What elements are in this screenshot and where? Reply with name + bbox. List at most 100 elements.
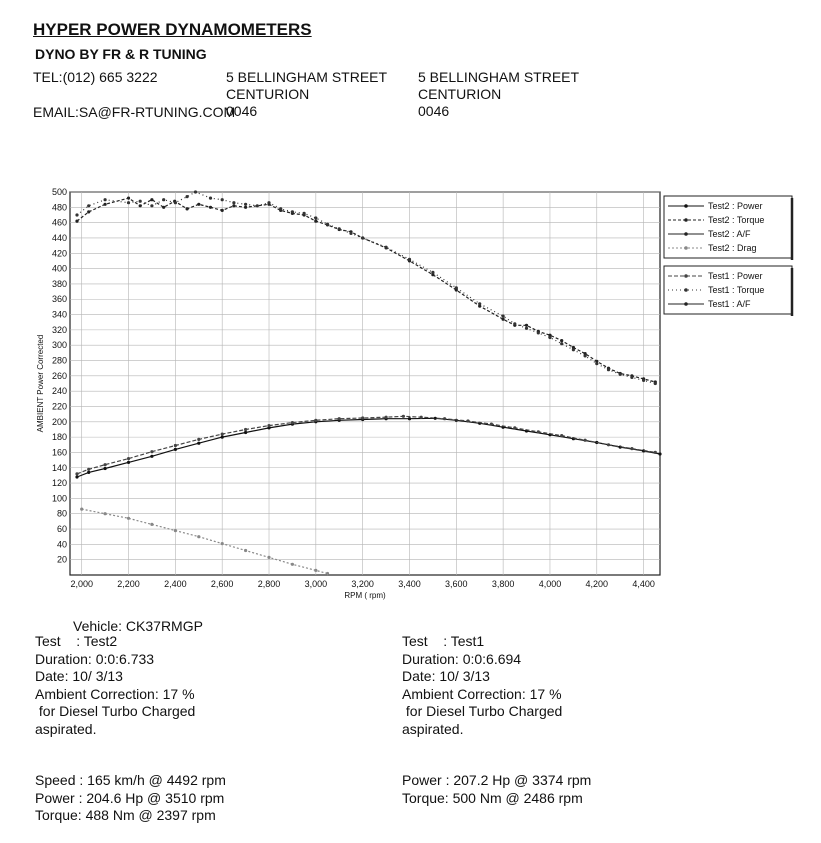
address-1-city: CENTURION <box>226 86 310 102</box>
legend-entry: Test2 : Drag <box>708 243 757 253</box>
y-axis-label: AMBIENT Power Corrected <box>36 335 45 433</box>
data-point-test2-power <box>87 470 91 474</box>
data-point-test1-torque <box>103 198 107 202</box>
test2-name: Test : Test2 <box>35 633 118 649</box>
data-point-test2-torque <box>232 204 236 208</box>
data-point-test2-torque <box>431 273 435 277</box>
data-point-test1-torque <box>501 314 505 318</box>
data-point-test1-torque <box>349 231 353 235</box>
y-tick-label: 120 <box>52 478 67 488</box>
y-tick-label: 380 <box>52 279 67 289</box>
data-point-test1-torque <box>138 199 142 203</box>
legend-marker <box>684 232 688 236</box>
x-tick-label: 2,000 <box>70 579 93 589</box>
test1-details: Test : Test1 Duration: 0:0:6.694 Date: 1… <box>402 633 562 738</box>
data-point-test1-torque <box>314 216 318 220</box>
legend-entry: Test1 : Torque <box>708 285 764 295</box>
dyno-chart: 20 40 60 80 100 120 140 160 180 200 220 240 260 280 30… <box>36 187 794 600</box>
data-point-test1-torque <box>302 211 306 215</box>
test1-summary: Power : 207.2 Hp @ 3374 rpm Torque: 500 … <box>402 772 591 807</box>
legend-marker <box>684 246 688 250</box>
data-point-test1-power <box>606 443 611 447</box>
data-point-test1-torque <box>255 204 259 208</box>
test2-speed: Speed : 165 km/h @ 4492 rpm <box>35 772 226 788</box>
x-tick-label: 4,000 <box>539 579 562 589</box>
data-point-test2-torque <box>548 333 552 337</box>
data-point-test1-power <box>513 426 517 430</box>
test1-torque: Torque: 500 Nm @ 2486 rpm <box>402 789 583 806</box>
legend-marker <box>684 302 688 306</box>
data-point-test1-torque <box>75 213 79 217</box>
data-point-test2-drag <box>126 516 131 520</box>
data-point-test1-torque <box>548 335 552 340</box>
x-tick-label: 3,200 <box>351 579 374 589</box>
address-block-1: 5 BELLINGHAM STREET CENTURION 0046 <box>226 69 387 120</box>
series-line-test2-drag <box>81 508 328 575</box>
data-point-test1-power <box>536 430 540 434</box>
y-tick-label: 480 <box>52 202 67 212</box>
x-tick-label: 4,400 <box>632 579 655 589</box>
data-point-test1-torque <box>431 270 435 274</box>
data-point-test2-torque <box>150 198 154 202</box>
y-tick-label: 140 <box>52 463 67 473</box>
legend-entry: Test2 : Torque <box>708 215 764 225</box>
data-point-test1-torque <box>232 201 236 205</box>
data-point-test1-power <box>466 419 470 423</box>
data-point-test2-torque <box>583 352 587 356</box>
data-point-test2-power <box>407 417 412 421</box>
data-point-test1-torque <box>87 204 91 208</box>
address-2-code: 0046 <box>418 103 450 119</box>
data-point-test1-power <box>419 415 423 419</box>
data-point-test2-drag <box>267 555 271 559</box>
address-1-code: 0046 <box>226 103 258 119</box>
data-point-test2-torque <box>87 210 91 214</box>
data-point-test2-power <box>244 430 248 435</box>
data-point-test1-power <box>220 432 224 436</box>
legend-entry: Test1 : Power <box>708 271 763 281</box>
test2-ambient: Ambient Correction: 17 % <box>35 685 195 702</box>
data-point-test1-power <box>173 443 177 448</box>
data-point-test1-torque <box>560 342 564 346</box>
report-subtitle: DYNO BY FR & R TUNING <box>35 46 207 62</box>
series-line-test1-power <box>76 415 656 475</box>
data-point-test1-power <box>401 414 405 418</box>
test1-aspirated: aspirated. <box>402 720 464 737</box>
y-tick-label: 460 <box>52 218 67 228</box>
data-point-test1-power <box>337 417 341 421</box>
data-point-test1-torque <box>208 196 213 200</box>
data-point-test2-drag <box>80 507 84 511</box>
data-point-test2-torque <box>185 207 189 211</box>
data-point-test2-drag <box>150 522 154 526</box>
y-tick-label: 160 <box>52 447 67 457</box>
test1-date: Date: 10/ 3/13 <box>402 668 490 684</box>
y-tick-label: 80 <box>57 509 67 519</box>
legend-marker <box>684 204 688 208</box>
test1-ambient: Ambient Correction: 17 % <box>402 685 562 702</box>
x-tick-label: 3,000 <box>305 579 328 589</box>
data-point-test1-torque <box>244 202 248 206</box>
data-point-test2-torque <box>501 317 505 321</box>
test2-power: Power : 204.6 Hp @ 3510 rpm <box>35 789 225 806</box>
test2-diesel: for Diesel Turbo Charged <box>35 703 196 719</box>
data-point-test1-power <box>75 472 79 476</box>
x-tick-label: 4,200 <box>586 579 609 589</box>
legend-marker <box>684 218 688 222</box>
x-tick-label: 3,400 <box>398 579 421 589</box>
data-point-test1-torque <box>384 245 388 249</box>
y-tick-label: 100 <box>52 493 67 503</box>
test1-duration: Duration: 0:0:6.694 <box>402 650 522 667</box>
data-point-test1-torque <box>524 326 529 330</box>
data-point-test1-torque <box>325 222 330 226</box>
data-point-test1-torque <box>173 201 177 205</box>
data-point-test2-drag <box>103 512 107 516</box>
y-tick-label: 320 <box>52 325 67 335</box>
data-point-test2-power <box>173 447 177 451</box>
data-point-test1-power <box>197 437 201 441</box>
data-point-test2-power <box>150 454 154 458</box>
data-point-test1-power <box>583 438 587 442</box>
y-tick-label: 440 <box>52 233 67 243</box>
legend-marker <box>684 274 688 278</box>
data-point-test1-torque <box>193 190 198 194</box>
data-point-test2-torque <box>454 288 458 292</box>
data-point-test1-torque <box>185 195 189 199</box>
